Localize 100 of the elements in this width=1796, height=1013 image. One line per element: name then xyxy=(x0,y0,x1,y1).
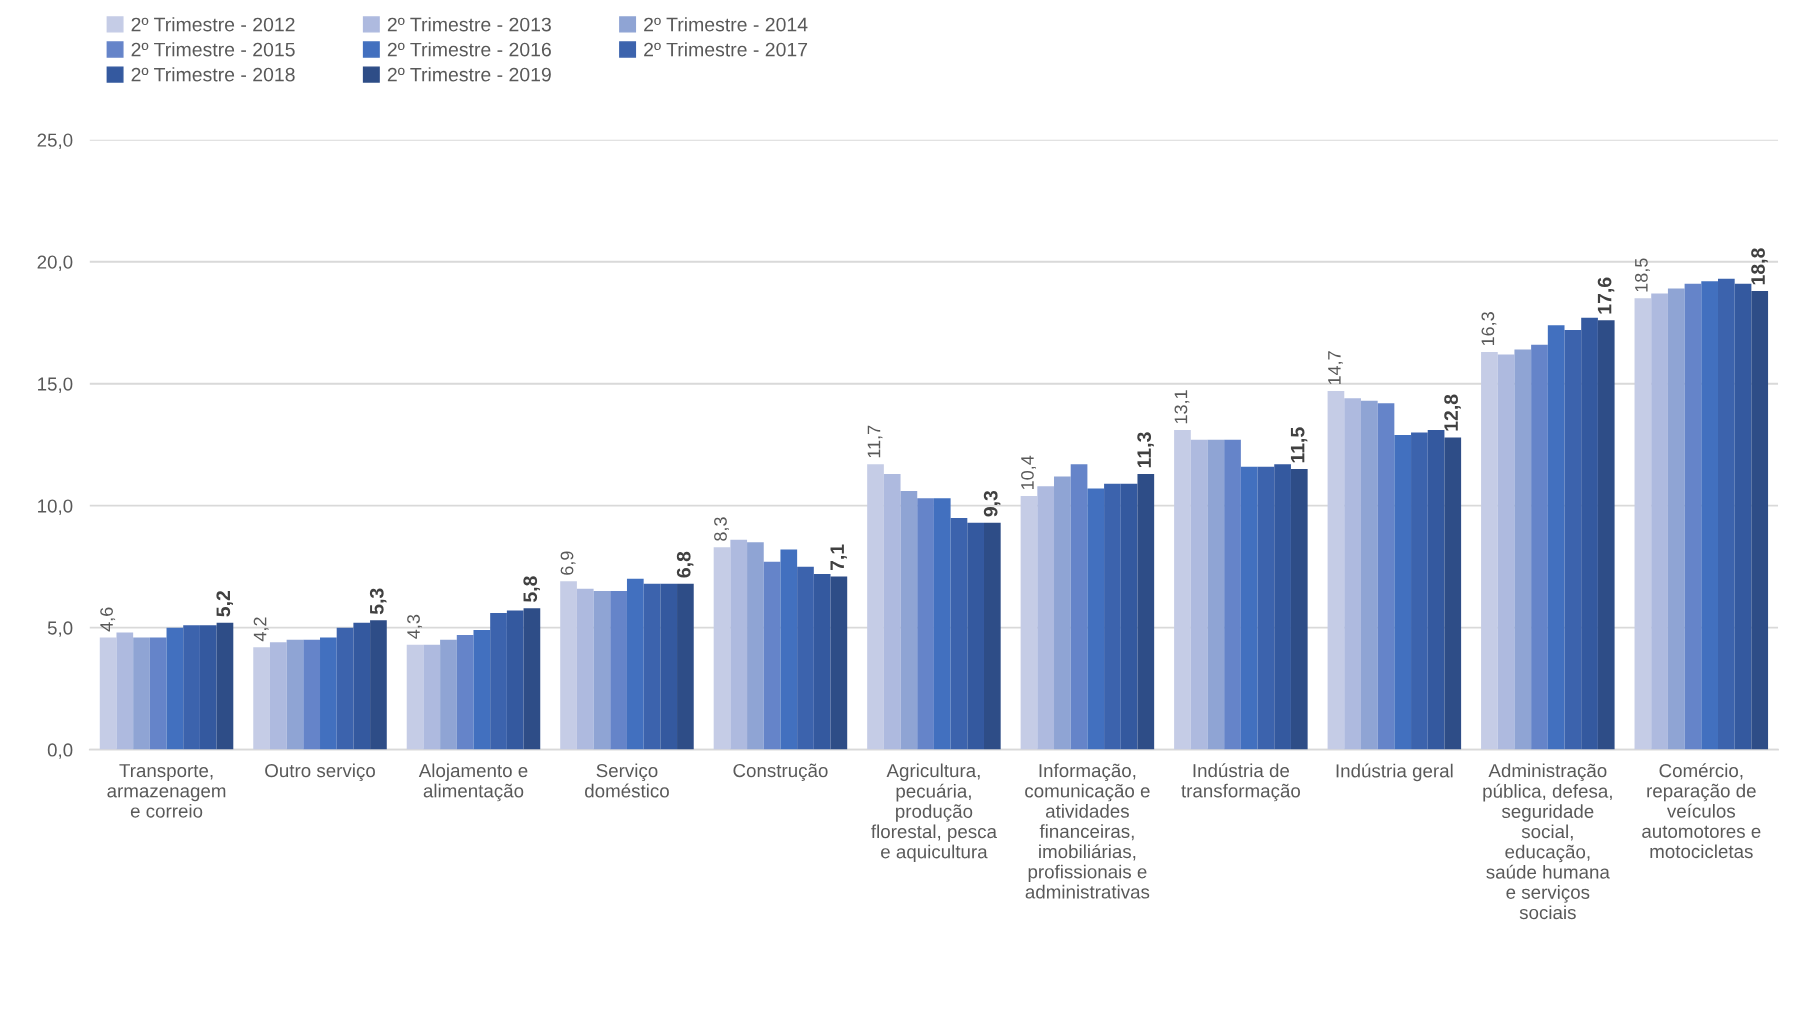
bar xyxy=(1257,466,1275,750)
legend-label: 2º Trimestre - 2019 xyxy=(387,67,551,82)
data-label: 18,5 xyxy=(1634,258,1650,292)
bar xyxy=(560,581,577,750)
x-tick-label: Outro serviço xyxy=(265,763,375,782)
x-tick-label: Administração pública, defesa, seguridade social, educação, saúde humana e serviços sociais xyxy=(1483,763,1612,920)
legend-label: 2º Trimestre - 2015 xyxy=(131,42,295,57)
bar xyxy=(1734,283,1752,750)
bar xyxy=(1514,349,1532,750)
y-tick-label: 15,0 xyxy=(38,377,73,393)
bar xyxy=(1240,466,1258,750)
bar xyxy=(917,498,934,750)
data-label: 9,3 xyxy=(983,490,1001,517)
bar xyxy=(1120,483,1138,750)
bar xyxy=(506,610,524,750)
x-tick-label: Agricultura, pecuária, produção florestal, pesca e aquicultura xyxy=(871,763,997,863)
bar xyxy=(576,588,594,750)
bar xyxy=(1651,293,1668,750)
bar xyxy=(1581,317,1598,750)
legend-label: 2º Trimestre - 2016 xyxy=(387,42,551,57)
data-label: 4,3 xyxy=(407,614,423,639)
data-label: 16,3 xyxy=(1481,312,1497,346)
bar xyxy=(1360,400,1378,750)
bar xyxy=(950,517,968,750)
bar xyxy=(1531,344,1548,750)
bar xyxy=(440,639,457,750)
bar xyxy=(99,637,117,750)
bar xyxy=(1427,430,1445,750)
bar xyxy=(626,578,644,750)
legend-label: 2º Trimestre - 2014 xyxy=(644,17,808,32)
bar xyxy=(1174,430,1191,750)
x-tick-label: Alojamento e alimentação xyxy=(418,763,528,802)
legend-label: 2º Trimestre - 2012 xyxy=(131,17,295,32)
x-tick-label: Indústria geral xyxy=(1336,763,1453,782)
bar xyxy=(830,576,848,750)
bar xyxy=(677,583,694,750)
bar xyxy=(1667,288,1685,750)
bar xyxy=(1547,325,1565,750)
bar xyxy=(797,566,814,750)
bar xyxy=(933,498,951,750)
bar xyxy=(1207,439,1225,750)
bar xyxy=(1037,486,1055,750)
data-label: 5,3 xyxy=(369,588,387,615)
bar xyxy=(1274,464,1291,750)
bar xyxy=(149,637,167,750)
y-tick-label: 25,0 xyxy=(37,133,73,149)
bar xyxy=(900,491,918,750)
x-tick-label: Comércio, reparação de veículos automotores e motocicletas xyxy=(1642,763,1761,859)
y-tick-label: 20,0 xyxy=(37,255,73,271)
bar xyxy=(1327,391,1345,750)
bar xyxy=(1751,291,1769,750)
bar xyxy=(660,583,678,750)
x-tick-label: Transporte, armazenagem e correio xyxy=(107,764,226,818)
bar xyxy=(867,464,884,750)
bar xyxy=(423,644,441,750)
data-label: 5,8 xyxy=(523,576,540,602)
bar xyxy=(473,630,491,750)
bar xyxy=(353,622,371,750)
data-label: 4,6 xyxy=(100,607,116,632)
bar xyxy=(1444,437,1462,750)
bar xyxy=(1411,432,1428,750)
legend-label: 2º Trimestre - 2013 xyxy=(387,17,551,32)
data-label: 11,3 xyxy=(1137,432,1154,468)
bar xyxy=(1344,398,1361,750)
bar xyxy=(216,622,234,750)
bar xyxy=(286,639,304,750)
bar xyxy=(763,561,781,750)
bar xyxy=(1597,320,1615,750)
bar xyxy=(1394,434,1412,750)
bar xyxy=(983,522,1001,750)
bar xyxy=(523,608,541,750)
data-label: 14,7 xyxy=(1328,351,1343,385)
legend-label: 2º Trimestre - 2017 xyxy=(644,42,808,57)
data-label: 13,1 xyxy=(1174,390,1190,424)
bar xyxy=(1634,298,1652,750)
bar xyxy=(116,632,134,750)
bar xyxy=(183,625,200,750)
data-label: 6,9 xyxy=(560,551,576,575)
bar xyxy=(730,539,748,750)
x-tick-label: Indústria de transformação xyxy=(1181,763,1301,802)
data-label: 17,6 xyxy=(1597,277,1615,314)
bar xyxy=(253,647,270,750)
bar xyxy=(1104,483,1121,750)
bar xyxy=(199,625,217,750)
data-label: 11,5 xyxy=(1290,427,1308,463)
data-label: 8,3 xyxy=(714,517,730,541)
y-tick-label: 0,0 xyxy=(47,743,73,759)
data-label: 11,7 xyxy=(867,425,883,458)
bar xyxy=(643,583,661,750)
bar xyxy=(1377,403,1395,750)
bar xyxy=(166,627,184,750)
bar xyxy=(456,634,474,750)
bar xyxy=(1717,278,1735,750)
bar xyxy=(1190,439,1208,750)
x-tick-label: Serviço doméstico xyxy=(585,763,669,798)
data-label: 18,8 xyxy=(1751,248,1768,285)
bar xyxy=(883,473,901,750)
data-label: 4,2 xyxy=(253,617,269,642)
data-label: 6,8 xyxy=(676,551,694,578)
bar xyxy=(370,620,387,750)
